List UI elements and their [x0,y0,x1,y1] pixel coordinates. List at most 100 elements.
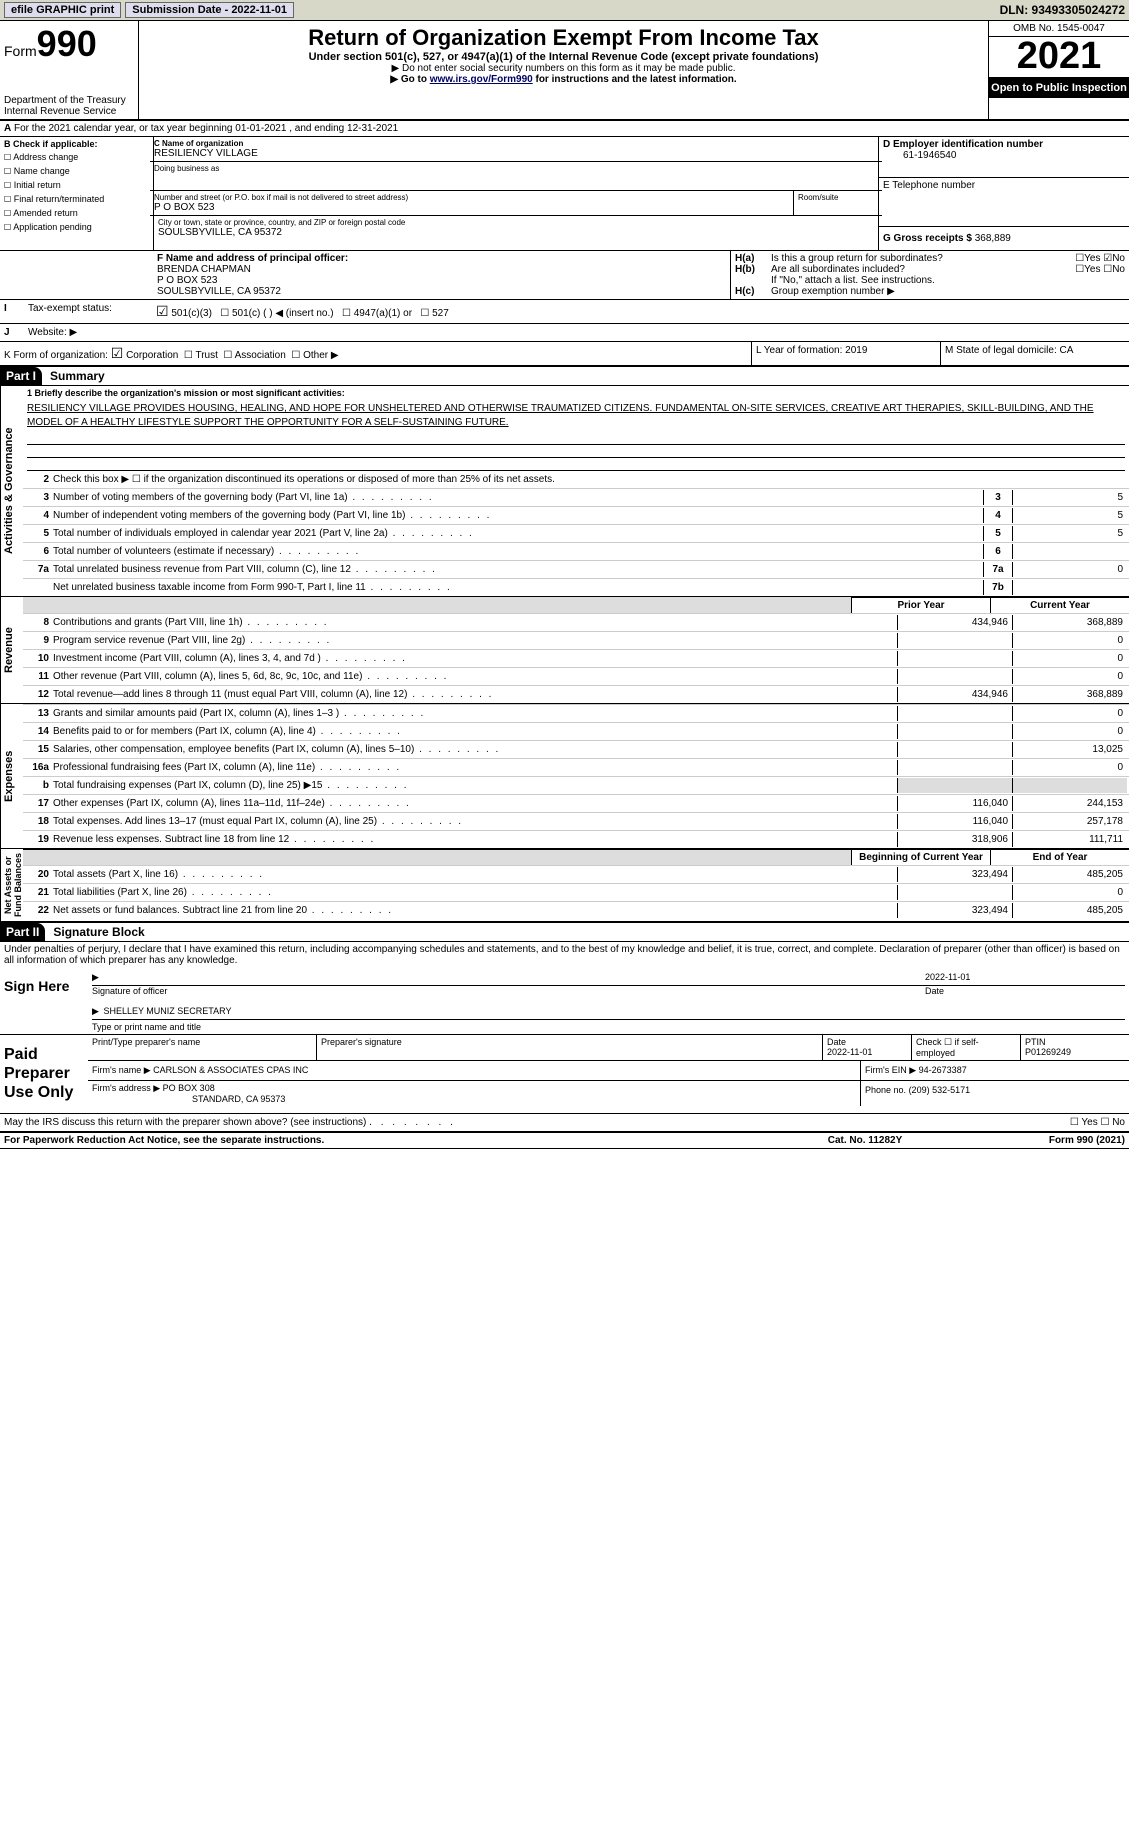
goto-pre: ▶ Go to [390,74,429,85]
box-c-label: C Name of organization [154,139,878,148]
box-m: M State of legal domicile: CA [940,342,1129,365]
org-address: P O BOX 523 [154,202,789,213]
ptin-label: PTIN [1025,1037,1125,1047]
gov-line: Net unrelated business taxable income fr… [23,578,1129,596]
gov-line: 7aTotal unrelated business revenue from … [23,560,1129,578]
part1-title: Summary [42,367,113,385]
cat-no: Cat. No. 11282Y [765,1135,965,1146]
data-line: 11Other revenue (Part VIII, column (A), … [23,667,1129,685]
firm-name: CARLSON & ASSOCIATES CPAS INC [153,1065,308,1075]
submission-date: Submission Date - 2022-11-01 [125,2,294,18]
box-e-label: E Telephone number [883,180,1125,191]
col-eoy: End of Year [990,849,1129,865]
line2: Check this box ▶ ☐ if the organization d… [53,474,1127,485]
gross-receipts: 368,889 [975,233,1011,244]
boxb-option: ☐ Initial return [4,177,149,191]
mission-text: RESILIENCY VILLAGE PROVIDES HOUSING, HEA… [23,400,1129,432]
dln: DLN: 93493305024272 [1000,3,1125,17]
box-l: L Year of formation: 2019 [751,342,940,365]
data-line: 14Benefits paid to or for members (Part … [23,722,1129,740]
ha-text: Is this a group return for subordinates? [771,253,1035,264]
vert-expenses: Expenses [0,704,23,848]
data-line: 13Grants and similar amounts paid (Part … [23,704,1129,722]
h-note: If "No," attach a list. See instructions… [735,275,1125,286]
prep-sig-h: Preparer's signature [317,1035,823,1060]
city-label: City or town, state or province, country… [158,218,874,227]
phone: (209) 532-5171 [909,1085,971,1095]
officer-name: BRENDA CHAPMAN [157,264,726,275]
dba-label: Doing business as [154,164,878,173]
period-a: For the 2021 calendar year, or tax year … [14,123,398,134]
tax-year: 2021 [989,37,1129,78]
data-line: 19Revenue less expenses. Subtract line 1… [23,830,1129,848]
tax-status-label: Tax-exempt status: [24,300,152,323]
phone-label: Phone no. [865,1085,906,1095]
hc-text: Group exemption number ▶ [771,286,895,297]
box-f-label: F Name and address of principal officer: [157,253,726,264]
527: 527 [432,308,449,319]
data-line: 15Salaries, other compensation, employee… [23,740,1129,758]
501c: 501(c) ( ) ◀ (insert no.) [232,308,334,319]
data-line: 21Total liabilities (Part X, line 26)0 [23,883,1129,901]
data-line: 20Total assets (Part X, line 16)323,4944… [23,865,1129,883]
may-discuss: May the IRS discuss this return with the… [4,1117,366,1128]
boxb-option: ☐ Name change [4,163,149,177]
boxb-option: ☐ Application pending [4,219,149,233]
addr-label: Number and street (or P.O. box if mail i… [154,193,789,202]
gov-line: 4Number of independent voting members of… [23,506,1129,524]
box-g-label: G Gross receipts $ [883,233,972,244]
goto-post: for instructions and the latest informat… [533,74,737,85]
entity-info-row: B Check if applicable: ☐ Address change☐… [0,137,1129,251]
data-line: 17Other expenses (Part IX, column (A), l… [23,794,1129,812]
boxb-option: ☐ Final return/terminated [4,191,149,205]
4947a1: 4947(a)(1) or [354,308,412,319]
form-number: 990 [37,23,97,64]
irs-label: Internal Revenue Service [4,106,134,117]
form-footer: Form 990 (2021) [965,1135,1125,1146]
form-subtitle: Under section 501(c), 527, or 4947(a)(1)… [147,51,980,63]
data-line: 16aProfessional fundraising fees (Part I… [23,758,1129,776]
officer-addr: P O BOX 523 [157,275,726,286]
prep-name-h: Print/Type preparer's name [88,1035,317,1060]
gov-line: 6Total number of volunteers (estimate if… [23,542,1129,560]
form-header: Form990 Department of the Treasury Inter… [0,21,1129,121]
irs-link[interactable]: www.irs.gov/Form990 [430,74,533,85]
col-prior: Prior Year [851,597,990,613]
prep-date: 2022-11-01 [827,1047,907,1057]
date-label: Date [925,986,1125,996]
vert-governance: Activities & Governance [0,386,23,596]
prep-date-h: Date [827,1037,907,1047]
sig-date: 2022-11-01 [925,972,1125,983]
k-corp: Corporation [126,350,178,361]
website-label: Website: ▶ [24,324,81,341]
sig-officer-label: Signature of officer [92,986,925,996]
501c3: 501(c)(3) [171,308,212,319]
officer-typed-name: SHELLEY MUNIZ SECRETARY [103,1006,231,1016]
open-inspection: Open to Public Inspection [989,78,1129,98]
col-bcy: Beginning of Current Year [851,849,990,865]
name-title-label: Type or print name and title [92,1022,1125,1032]
boxb-option: ☐ Address change [4,149,149,163]
firm-addr: PO BOX 308 [163,1083,215,1093]
firm-name-label: Firm's name ▶ [92,1065,151,1075]
col-current: Current Year [990,597,1129,613]
self-emp-check: Check ☐ if self-employed [912,1035,1021,1060]
part1-label: Part I [0,367,42,385]
vert-netassets: Net Assets orFund Balances [0,849,23,921]
firm-ein-label: Firm's EIN ▶ [865,1065,916,1075]
data-line: bTotal fundraising expenses (Part IX, co… [23,776,1129,794]
ssn-note: ▶ Do not enter social security numbers o… [147,63,980,74]
efile-badge: efile GRAPHIC print [4,2,121,18]
box-k: K Form of organization: [4,350,108,361]
top-bar: efile GRAPHIC print Submission Date - 20… [0,0,1129,21]
room-label: Room/suite [798,193,878,202]
vert-revenue: Revenue [0,597,23,703]
dept-treasury: Department of the Treasury [4,95,134,106]
part2-title: Signature Block [45,923,152,941]
org-name: RESILIENCY VILLAGE [154,148,878,159]
data-line: 10Investment income (Part VIII, column (… [23,649,1129,667]
data-line: 22Net assets or fund balances. Subtract … [23,901,1129,919]
gov-line: 5Total number of individuals employed in… [23,524,1129,542]
data-line: 18Total expenses. Add lines 13–17 (must … [23,812,1129,830]
hb-text: Are all subordinates included? [771,264,1035,275]
